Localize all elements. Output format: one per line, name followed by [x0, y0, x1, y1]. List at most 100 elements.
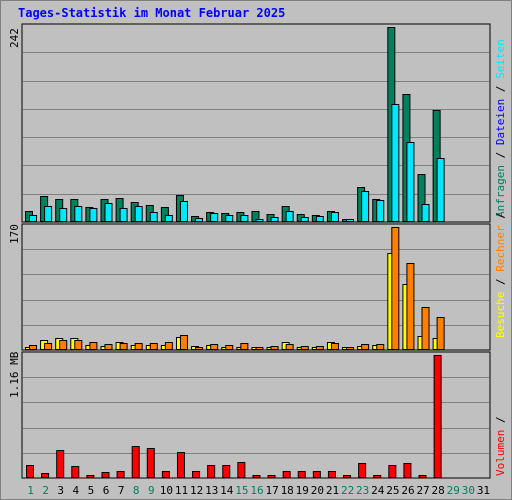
x-tick-label: 24	[371, 484, 385, 497]
bar-volumen-day-11	[176, 452, 185, 478]
bar-dateien-day-2	[44, 206, 53, 222]
x-tick-label: 13	[205, 484, 218, 497]
bar-volumen-day-18	[282, 471, 291, 478]
bar-dateien-day-10	[164, 215, 173, 222]
bar-dateien-day-24	[376, 200, 385, 222]
bar-volumen-day-3	[56, 450, 65, 478]
x-tick-label: 23	[356, 484, 369, 497]
legend-separator: /	[494, 78, 507, 99]
bar-dateien-day-26	[406, 142, 415, 222]
bar-rechner-day-20	[315, 346, 324, 350]
x-tick-label: 30	[462, 484, 475, 497]
legend-mid: Besuche / Rechner /	[494, 212, 507, 338]
bar-dateien-day-1	[29, 215, 37, 222]
x-tick-label: 25	[386, 484, 399, 497]
bar-rechner-day-7	[119, 343, 128, 350]
bar-dateien-day-13	[210, 213, 219, 222]
bar-volumen-day-5	[86, 475, 95, 478]
bar-rechner-day-12	[195, 347, 204, 350]
x-tick-label: 26	[401, 484, 414, 497]
bar-rechner-day-8	[134, 343, 143, 350]
bar-volumen-day-17	[267, 475, 276, 478]
legend-dateien: Dateien	[494, 98, 507, 146]
bar-dateien-day-25	[391, 104, 400, 222]
bar-dateien-day-16	[255, 219, 264, 222]
legend-separator: /	[494, 212, 507, 226]
bar-rechner-day-6	[104, 344, 113, 350]
bar-dateien-day-21	[330, 212, 339, 222]
bar-volumen-day-10	[161, 471, 170, 478]
bar-volumen-day-6	[101, 472, 110, 478]
x-tick-label: 22	[341, 484, 354, 497]
panel-1	[21, 223, 491, 351]
x-tick-label: 17	[265, 484, 278, 497]
x-tick-label: 20	[311, 484, 324, 497]
x-tick-label: 14	[220, 484, 234, 497]
x-tick-label: 19	[296, 484, 309, 497]
bar-volumen-day-16	[252, 475, 261, 478]
bar-rechner-day-9	[149, 343, 158, 350]
bar-rechner-day-11	[179, 335, 188, 350]
chart-title: Tages-Statistik im Monat Februar 2025	[18, 6, 286, 20]
bar-rechner-day-1	[29, 345, 37, 350]
bar-rechner-day-15	[240, 343, 249, 350]
x-tick-label: 18	[281, 484, 294, 497]
bar-rechner-day-5	[89, 342, 98, 350]
bar-dateien-day-5	[89, 208, 98, 222]
bar-volumen-day-15	[237, 462, 246, 478]
x-tick-label: 15	[235, 484, 248, 497]
bar-dateien-day-14	[225, 215, 234, 222]
bar-rechner-day-22	[346, 347, 355, 350]
legend-separator: /	[494, 271, 507, 292]
x-tick-label: 12	[190, 484, 203, 497]
legend-rechner: Rechner	[494, 225, 507, 272]
x-tick-label: 7	[118, 484, 125, 497]
legend-bot: Volumen /	[494, 416, 507, 476]
bar-volumen-day-24	[373, 475, 382, 478]
bar-volumen-day-21	[327, 471, 336, 478]
bar-volumen-day-22	[343, 475, 352, 478]
bar-dateien-day-18	[285, 211, 294, 222]
bar-volumen-day-4	[71, 466, 80, 478]
bar-dateien-day-11	[179, 201, 188, 222]
bar-volumen-day-9	[146, 448, 155, 478]
legend-top: Anfragen / Dateien / Seiten	[494, 39, 507, 218]
bar-rechner-day-2	[44, 343, 53, 350]
bar-rechner-day-23	[361, 344, 370, 350]
x-tick-label: 2	[42, 484, 49, 497]
legend-anfragen: Anfragen	[494, 165, 507, 218]
bar-volumen-day-23	[358, 463, 367, 478]
panel-2	[21, 351, 491, 479]
x-tick-label: 21	[326, 484, 339, 497]
legend-volumen: Volumen	[494, 429, 507, 476]
bar-rechner-day-17	[270, 346, 279, 350]
bar-rechner-day-3	[59, 340, 68, 350]
bar-volumen-day-12	[192, 471, 201, 478]
bar-rechner-day-13	[210, 344, 219, 350]
x-tick-label: 11	[175, 484, 188, 497]
bar-rechner-day-28	[436, 317, 445, 350]
bar-dateien-day-8	[134, 206, 143, 222]
bar-volumen-day-28	[433, 355, 442, 478]
x-tick-label: 31	[477, 484, 490, 497]
legend-besuche: Besuche	[494, 291, 507, 338]
bar-dateien-day-12	[195, 218, 204, 222]
x-tick-label: 8	[133, 484, 140, 497]
x-tick-label: 27	[416, 484, 429, 497]
x-tick-label: 1	[27, 484, 34, 497]
x-tick-label: 28	[432, 484, 445, 497]
bar-rechner-day-19	[300, 346, 309, 350]
x-tick-label: 10	[160, 484, 173, 497]
x-tick-label: 9	[148, 484, 155, 497]
bar-rechner-day-14	[225, 345, 234, 350]
bar-volumen-day-14	[222, 465, 231, 478]
legend-separator: /	[494, 145, 507, 166]
bar-rechner-day-24	[376, 344, 385, 350]
bar-dateien-day-9	[149, 212, 158, 222]
x-tick-label: 29	[447, 484, 460, 497]
bar-volumen-day-20	[312, 471, 321, 478]
bar-volumen-day-8	[131, 446, 140, 478]
legend-seiten: Seiten	[494, 39, 507, 79]
legend-separator: /	[494, 416, 507, 430]
